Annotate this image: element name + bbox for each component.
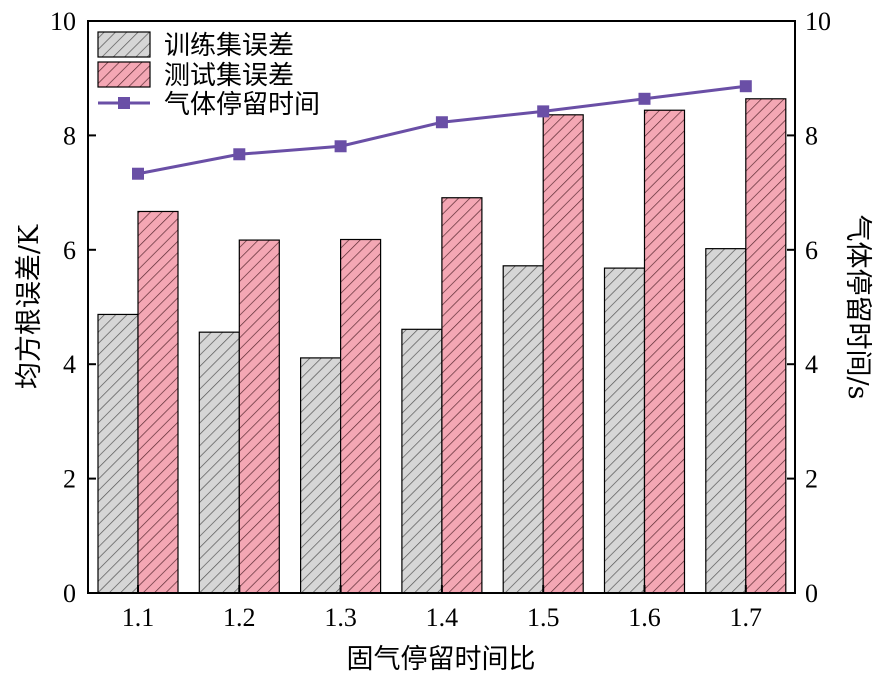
test-error-bar-1.7	[745, 98, 787, 594]
y-axis-title: 均方根误差/K	[14, 224, 45, 389]
train-error-bar-1.2	[198, 331, 240, 594]
right-axis-ticks: 0 2 4 6 8 10	[787, 7, 831, 608]
legend-label-train: 训练集误差	[164, 31, 294, 61]
right-tick-label-4: 4	[805, 350, 818, 379]
left-tick-label-0: 0	[63, 579, 76, 608]
test-error-bar-1.5	[542, 114, 584, 594]
test-error-bar-1.3	[340, 238, 382, 594]
train-error-bar-1.6	[603, 267, 646, 594]
gas-residence-time-point-1.6	[638, 92, 651, 105]
gas-residence-time-point-1.5	[537, 105, 550, 118]
train-error-bar-1.1	[97, 313, 139, 594]
x-tick-label-1.7: 1.7	[730, 603, 763, 632]
x-tick-label-1.4: 1.4	[426, 603, 459, 632]
gas-residence-time-point-1.4	[435, 116, 448, 129]
gas-residence-time-point-1.7	[739, 80, 752, 93]
train-error-bar-1.7	[705, 248, 747, 594]
legend-swatch-train	[97, 31, 151, 58]
legend: 训练集误差 测试集误差 气体停留时间	[97, 31, 320, 120]
legend-label-gas: 气体停留时间	[164, 90, 320, 120]
left-axis-ticks: 0 2 4 6 8 10	[50, 7, 96, 608]
x-tick-label-1.3: 1.3	[324, 603, 357, 632]
legend-label-test: 测试集误差	[164, 61, 294, 91]
legend-marker-gas	[118, 97, 130, 109]
test-error-bar-1.6	[643, 109, 686, 594]
train-error-bar-1.4	[401, 328, 443, 594]
right-tick-label-2: 2	[805, 465, 818, 494]
right-tick-label-6: 6	[805, 236, 818, 265]
test-error-bar-1.4	[441, 197, 483, 594]
left-tick-label-6: 6	[63, 236, 76, 265]
x-tick-label-1.6: 1.6	[628, 603, 661, 632]
test-error-bar-1.2	[238, 239, 280, 594]
test-error-bar-1.1	[137, 210, 179, 594]
left-tick-label-4: 4	[63, 350, 76, 379]
right-tick-label-8: 8	[805, 121, 818, 150]
left-tick-label-2: 2	[63, 465, 76, 494]
legend-swatch-test	[97, 61, 151, 88]
x-axis-ticks: 1.1 1.2 1.3 1.4 1.5 1.6 1.7	[122, 585, 762, 632]
x-tick-label-1.2: 1.2	[223, 603, 256, 632]
gas-residence-time-point-1.2	[233, 148, 246, 161]
gas-residence-time-point-1.3	[334, 140, 347, 153]
left-tick-label-10: 10	[50, 7, 76, 36]
train-error-bar-1.5	[502, 265, 544, 594]
x-tick-label-1.5: 1.5	[527, 603, 560, 632]
line-layer	[132, 80, 752, 180]
train-error-bar-1.3	[300, 357, 342, 594]
x-axis-title: 固气停留时间比	[347, 644, 536, 675]
y2-axis-title: 气体停留时间/s	[842, 215, 873, 400]
gas-residence-time-point-1.1	[132, 167, 144, 180]
right-tick-label-10: 10	[805, 7, 831, 36]
right-tick-label-0: 0	[805, 579, 818, 608]
bars-layer	[97, 98, 787, 594]
left-tick-label-8: 8	[63, 121, 76, 150]
x-tick-label-1.1: 1.1	[122, 603, 155, 632]
